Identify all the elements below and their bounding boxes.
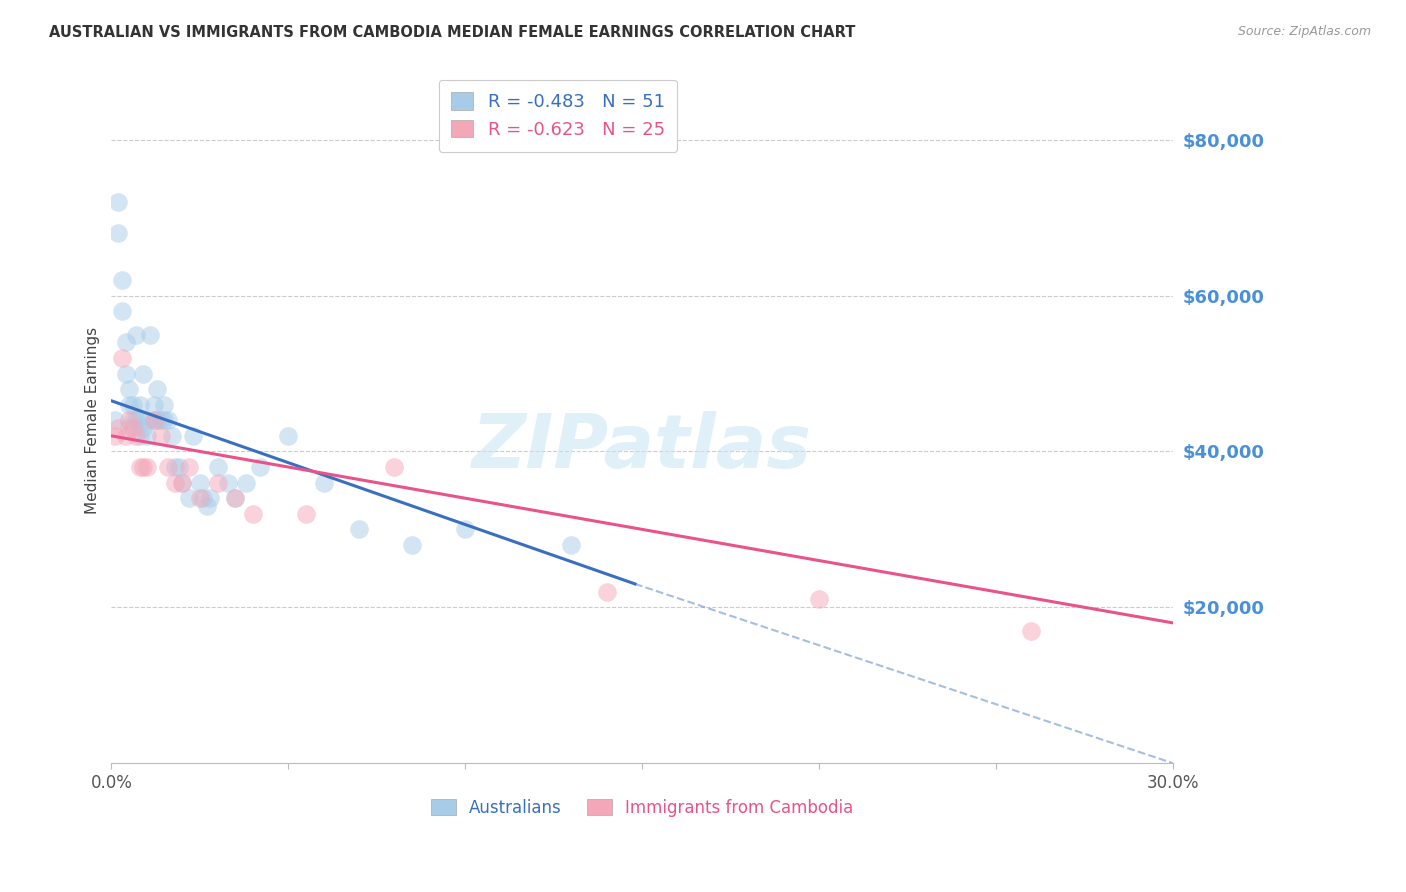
- Point: [128, 429, 150, 443]
- Point: [128, 413, 150, 427]
- Point: [139, 327, 162, 342]
- Point: [454, 522, 477, 536]
- Point: [125, 327, 148, 342]
- Point: [135, 413, 157, 427]
- Point: [188, 475, 211, 490]
- Point: [118, 413, 141, 427]
- Point: [193, 491, 215, 506]
- Point: [384, 460, 406, 475]
- Point: [111, 273, 134, 287]
- Point: [107, 421, 129, 435]
- Point: [295, 507, 318, 521]
- Point: [200, 491, 222, 506]
- Point: [132, 460, 155, 475]
- Point: [142, 413, 165, 427]
- Point: [179, 460, 201, 475]
- Point: [149, 413, 172, 427]
- Point: [118, 421, 141, 435]
- Point: [118, 398, 141, 412]
- Point: [347, 522, 370, 536]
- Point: [114, 335, 136, 350]
- Point: [104, 413, 127, 427]
- Point: [235, 475, 257, 490]
- Point: [146, 413, 169, 427]
- Legend: Australians, Immigrants from Cambodia: Australians, Immigrants from Cambodia: [425, 792, 860, 823]
- Point: [128, 398, 150, 412]
- Point: [107, 195, 129, 210]
- Text: Source: ZipAtlas.com: Source: ZipAtlas.com: [1237, 25, 1371, 38]
- Point: [149, 429, 172, 443]
- Point: [167, 460, 190, 475]
- Point: [560, 538, 582, 552]
- Point: [114, 429, 136, 443]
- Point: [1019, 624, 1042, 638]
- Point: [224, 491, 246, 506]
- Point: [156, 413, 179, 427]
- Point: [128, 460, 150, 475]
- Point: [401, 538, 423, 552]
- Point: [146, 382, 169, 396]
- Point: [132, 421, 155, 435]
- Point: [249, 460, 271, 475]
- Point: [121, 421, 143, 435]
- Point: [242, 507, 264, 521]
- Point: [104, 429, 127, 443]
- Point: [111, 351, 134, 365]
- Point: [596, 584, 619, 599]
- Point: [135, 429, 157, 443]
- Point: [207, 460, 229, 475]
- Point: [153, 398, 176, 412]
- Point: [156, 460, 179, 475]
- Text: ZIPatlas: ZIPatlas: [472, 411, 813, 484]
- Point: [312, 475, 335, 490]
- Point: [179, 491, 201, 506]
- Point: [121, 398, 143, 412]
- Point: [111, 304, 134, 318]
- Point: [125, 429, 148, 443]
- Text: AUSTRALIAN VS IMMIGRANTS FROM CAMBODIA MEDIAN FEMALE EARNINGS CORRELATION CHART: AUSTRALIAN VS IMMIGRANTS FROM CAMBODIA M…: [49, 25, 856, 40]
- Point: [135, 460, 157, 475]
- Point: [121, 413, 143, 427]
- Y-axis label: Median Female Earnings: Median Female Earnings: [86, 326, 100, 514]
- Point: [125, 413, 148, 427]
- Point: [188, 491, 211, 506]
- Point: [195, 499, 218, 513]
- Point: [224, 491, 246, 506]
- Point: [142, 398, 165, 412]
- Point: [165, 460, 187, 475]
- Point: [172, 475, 194, 490]
- Point: [165, 475, 187, 490]
- Point: [142, 413, 165, 427]
- Point: [153, 413, 176, 427]
- Point: [114, 367, 136, 381]
- Point: [107, 227, 129, 241]
- Point: [172, 475, 194, 490]
- Point: [277, 429, 299, 443]
- Point: [217, 475, 239, 490]
- Point: [118, 382, 141, 396]
- Point: [160, 429, 183, 443]
- Point: [132, 367, 155, 381]
- Point: [807, 592, 830, 607]
- Point: [207, 475, 229, 490]
- Point: [181, 429, 204, 443]
